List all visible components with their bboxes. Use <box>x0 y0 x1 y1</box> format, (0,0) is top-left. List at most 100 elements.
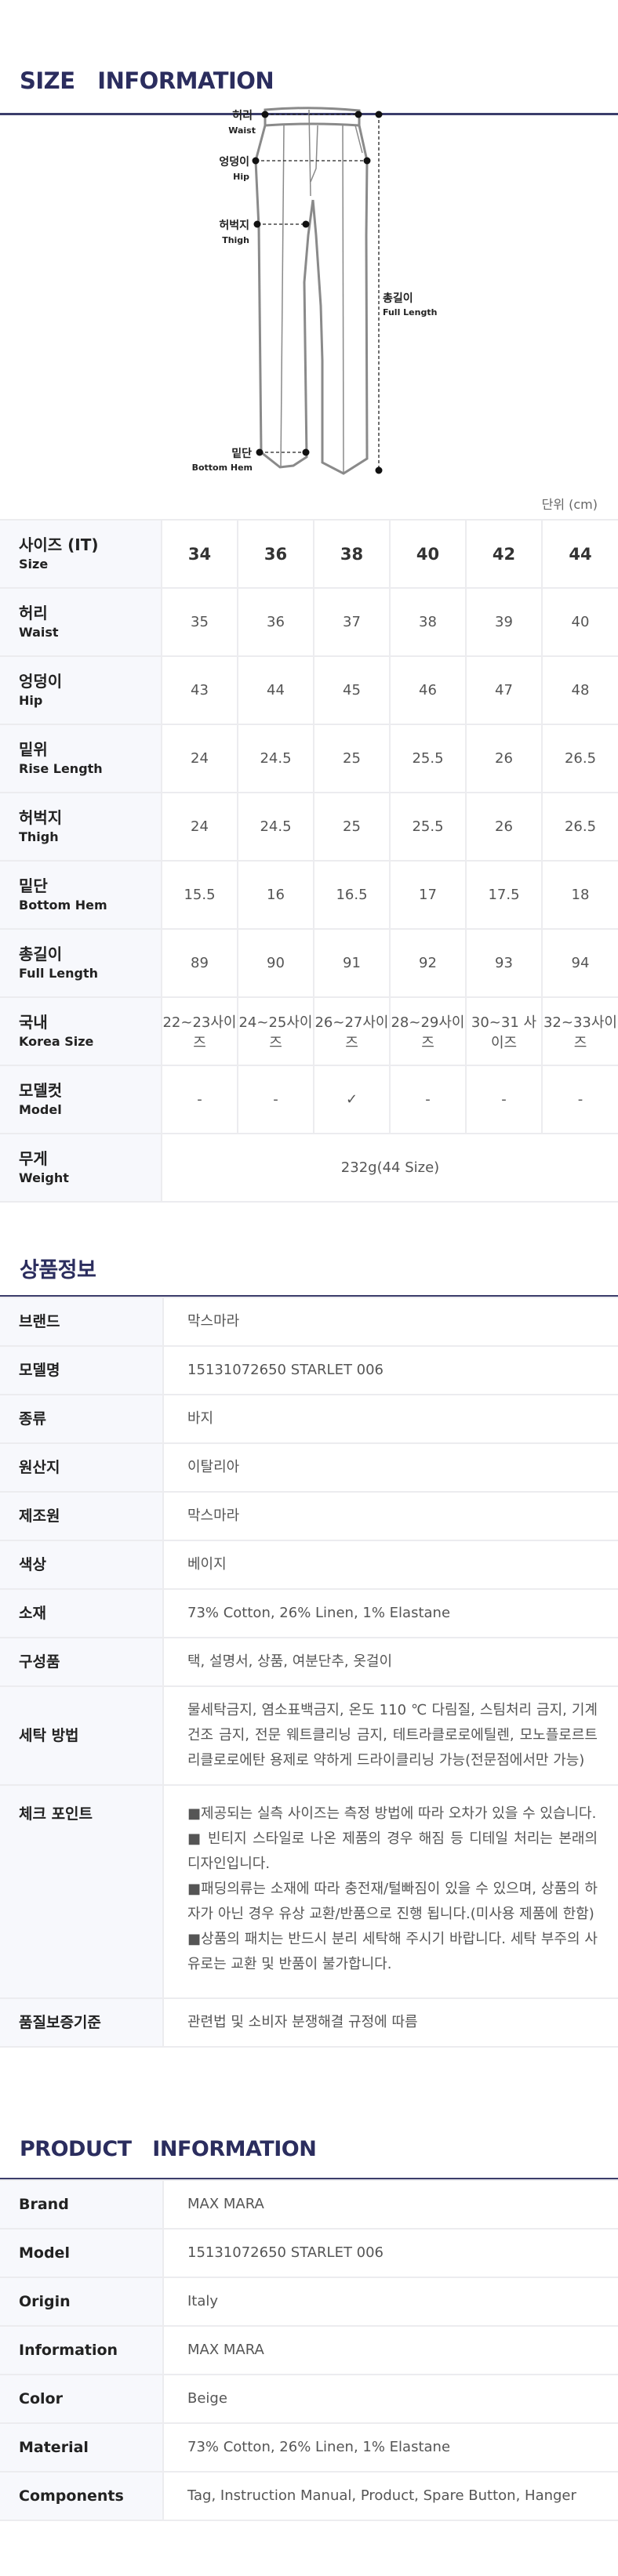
thigh-label-en: Thigh <box>222 235 249 245</box>
row-label: 무게 Weight <box>0 1133 162 1203</box>
row-label: 밑단 Bottom Hem <box>0 860 162 930</box>
size-row: 허리 Waist 35 36 37 38 39 40 <box>0 587 618 657</box>
row-label-ko: 모델컷 <box>19 1080 63 1100</box>
hem-dot <box>256 448 264 456</box>
size-row: 밑단 Bottom Hem 15.5 16 16.5 17 17.5 18 <box>0 860 618 930</box>
product-info-en-table: Brand MAX MARA Model 15131072650 STARLET 00… <box>0 2179 618 2521</box>
size-cell: 26 <box>465 792 543 862</box>
info-row: Color Beige <box>0 2374 618 2424</box>
hip-dot <box>363 157 371 165</box>
size-cell: 17.5 <box>465 860 543 930</box>
info-label: Material <box>0 2422 164 2473</box>
size-cell: 25 <box>313 792 391 862</box>
size-header-row: 사이즈 (IT) Size 34 36 38 40 42 44 <box>0 519 618 589</box>
size-row: 총길이 Full Length 89 90 91 92 93 94 <box>0 928 618 998</box>
info-value: 베이지 <box>163 1540 618 1590</box>
row-label-ko: 밑단 <box>19 876 48 895</box>
info-value: 15131072650 STARLET 006 <box>163 1345 618 1395</box>
size-cell: 32~33사이즈 <box>541 996 618 1066</box>
size-row: 모델컷 Model - - ✓ - - - <box>0 1065 618 1134</box>
size-table: 사이즈 (IT) Size 34 36 38 40 42 44 허리 Waist 35 36 37 38 3… <box>0 519 618 1203</box>
info-label: 색상 <box>0 1540 164 1590</box>
info-row: 품질보증기준 관련법 및 소비자 분쟁해결 규정에 따름 <box>0 1997 618 2048</box>
row-label-en: Bottom Hem <box>19 897 107 912</box>
info-row: 제조원 막스마라 <box>0 1491 618 1541</box>
info-row: 세탁 방법 물세탁금지, 염소표백금지, 온도 110 ℃ 다림질, 스팀처리 금… <box>0 1685 618 1786</box>
size-row: 밑위 Rise Length 24 24.5 25 25.5 26 26.5 <box>0 724 618 793</box>
hip-label-ko: 엉덩이 <box>219 155 249 169</box>
row-label: 엉덩이 Hip <box>0 655 162 725</box>
size-cell: 92 <box>389 928 467 998</box>
size-cell: 44 <box>237 655 314 725</box>
size-cell: 94 <box>541 928 618 998</box>
size-row: 허벅지 Thigh 24 24.5 25 25.5 26 26.5 <box>0 792 618 862</box>
info-row: Material 73% Cotton, 26% Linen, 1% Elasta… <box>0 2422 618 2473</box>
size-cell: 39 <box>465 587 543 657</box>
info-row: 소재 73% Cotton, 26% Linen, 1% Elastane <box>0 1588 618 1638</box>
size-information-title: SIZE INFORMATION <box>20 67 274 94</box>
info-value: Tag, Instruction Manual, Product, Spare … <box>163 2471 618 2521</box>
info-row: Information MAX MARA <box>0 2325 618 2375</box>
row-label-en: Full Length <box>19 965 98 981</box>
info-value: Italy <box>163 2277 618 2327</box>
info-value: 관련법 및 소비자 분쟁해결 규정에 따름 <box>163 1997 618 2048</box>
info-row: 원산지 이탈리아 <box>0 1442 618 1493</box>
pants-measurement-diagram: 허리 Waist 엉덩이 Hip 허벅지 Thigh 밑단 Bottom Hem… <box>192 107 437 475</box>
size-cell: 35 <box>161 587 238 657</box>
waist-label-en: Waist <box>228 125 256 136</box>
weight-value: 232g(44 Size) <box>161 1133 618 1203</box>
info-label: Brand <box>0 2179 164 2230</box>
row-label-ko: 허벅지 <box>19 807 63 827</box>
info-label: 모델명 <box>0 1345 164 1395</box>
row-label-ko: 무게 <box>19 1148 48 1168</box>
size-column-header: 42 <box>465 519 543 589</box>
size-column-header: 40 <box>389 519 467 589</box>
row-label: 사이즈 (IT) Size <box>0 519 162 589</box>
size-row: 엉덩이 Hip 43 44 45 46 47 48 <box>0 655 618 725</box>
info-row: 구성품 택, 설명서, 상품, 여분단추, 옷걸이 <box>0 1637 618 1687</box>
row-label-en: Weight <box>19 1170 69 1185</box>
info-label: 체크 포인트 <box>0 1784 164 1999</box>
info-row: Brand MAX MARA <box>0 2179 618 2230</box>
size-cell: 24~25사이즈 <box>237 996 314 1066</box>
length-dot <box>375 466 383 474</box>
info-value: Beige <box>163 2374 618 2424</box>
size-cell: 89 <box>161 928 238 998</box>
unit-label: 단위 (cm) <box>541 497 598 512</box>
size-cell: 26 <box>465 724 543 793</box>
size-cell: 18 <box>541 860 618 930</box>
info-label: Color <box>0 2374 164 2424</box>
info-label: 브랜드 <box>0 1297 164 1347</box>
size-cell: 25 <box>313 724 391 793</box>
size-cell: 45 <box>313 655 391 725</box>
size-cell: - <box>389 1065 467 1134</box>
info-label: 제조원 <box>0 1491 164 1541</box>
length-label-en: Full Length <box>383 307 437 317</box>
info-value: 바지 <box>163 1394 618 1444</box>
info-row: Components Tag, Instruction Manual, Produ… <box>0 2471 618 2521</box>
row-label: 밑위 Rise Length <box>0 724 162 793</box>
row-label: 모델컷 Model <box>0 1065 162 1134</box>
check-point-item: ■제공되는 실측 사이즈는 측정 방법에 따라 오차가 있을 수 있습니다. <box>187 1805 597 1822</box>
product-info-en-title: PRODUCT INFORMATION <box>20 2137 317 2161</box>
row-label-en: Size <box>19 556 49 571</box>
length-dot <box>375 111 383 118</box>
size-column-header: 44 <box>541 519 618 589</box>
size-cell: - <box>541 1065 618 1134</box>
hem-label-ko: 밑단 <box>231 447 252 460</box>
size-cell: 48 <box>541 655 618 725</box>
info-value: 택, 설명서, 상품, 여분단추, 옷걸이 <box>163 1637 618 1687</box>
info-value: 73% Cotton, 26% Linen, 1% Elastane <box>163 1588 618 1638</box>
info-row: Origin Italy <box>0 2277 618 2327</box>
check-point-item: ■패딩의류는 소재에 따라 충전재/털빠짐이 있을 수 있으며, 상품의 하자가… <box>187 1881 598 1922</box>
pants-creases <box>280 109 363 474</box>
size-cell: 91 <box>313 928 391 998</box>
size-column-header: 36 <box>237 519 314 589</box>
size-cell: 16.5 <box>313 860 391 930</box>
weight-row: 무게 Weight 232g(44 Size) <box>0 1133 618 1203</box>
info-label: 소재 <box>0 1588 164 1638</box>
size-cell: 46 <box>389 655 467 725</box>
waist-label-ko: 허리 <box>232 109 253 122</box>
size-cell: 30~31 사이즈 <box>465 996 543 1066</box>
info-value: MAX MARA <box>163 2179 618 2230</box>
